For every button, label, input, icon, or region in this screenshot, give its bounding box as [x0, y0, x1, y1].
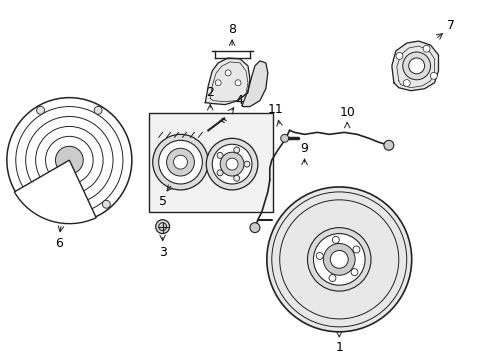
Circle shape	[307, 228, 370, 291]
Polygon shape	[391, 41, 438, 91]
Text: 8: 8	[227, 23, 236, 36]
Bar	[148, 113, 272, 212]
Circle shape	[55, 146, 83, 174]
Text: 4: 4	[235, 94, 243, 107]
Circle shape	[225, 158, 238, 170]
Circle shape	[328, 275, 335, 282]
Circle shape	[249, 223, 259, 233]
Circle shape	[316, 252, 323, 260]
Polygon shape	[205, 58, 249, 105]
Circle shape	[383, 140, 393, 150]
Text: 1: 1	[335, 341, 343, 354]
Circle shape	[395, 53, 402, 59]
Circle shape	[235, 80, 241, 86]
Circle shape	[206, 138, 257, 190]
Text: 9: 9	[300, 142, 308, 155]
Circle shape	[158, 140, 202, 184]
Wedge shape	[14, 160, 96, 224]
Circle shape	[224, 70, 231, 76]
Circle shape	[233, 175, 239, 181]
Text: 5: 5	[158, 195, 166, 208]
Circle shape	[215, 80, 221, 86]
Circle shape	[408, 58, 424, 74]
Circle shape	[217, 152, 223, 158]
Circle shape	[323, 243, 354, 275]
Circle shape	[313, 234, 365, 285]
Circle shape	[233, 147, 239, 153]
Circle shape	[158, 223, 166, 231]
Polygon shape	[242, 61, 267, 107]
Text: 2: 2	[206, 86, 214, 99]
Circle shape	[152, 134, 208, 190]
Circle shape	[429, 72, 436, 79]
Circle shape	[173, 155, 187, 169]
Circle shape	[422, 45, 429, 52]
Text: 11: 11	[267, 103, 283, 116]
Circle shape	[402, 52, 429, 80]
Circle shape	[102, 200, 110, 208]
Circle shape	[280, 134, 288, 142]
Circle shape	[266, 187, 411, 332]
Text: 10: 10	[339, 106, 354, 119]
Circle shape	[332, 237, 339, 243]
Circle shape	[330, 251, 347, 268]
Text: 7: 7	[447, 19, 454, 32]
Circle shape	[350, 269, 357, 276]
Circle shape	[155, 220, 169, 234]
Circle shape	[166, 148, 194, 176]
Circle shape	[37, 106, 44, 114]
Circle shape	[217, 170, 223, 176]
Circle shape	[212, 144, 251, 184]
Circle shape	[94, 106, 102, 114]
Text: 3: 3	[159, 246, 166, 259]
Circle shape	[220, 152, 244, 176]
Text: 6: 6	[56, 237, 63, 250]
Circle shape	[403, 80, 409, 86]
Circle shape	[244, 161, 249, 167]
Circle shape	[352, 246, 359, 253]
